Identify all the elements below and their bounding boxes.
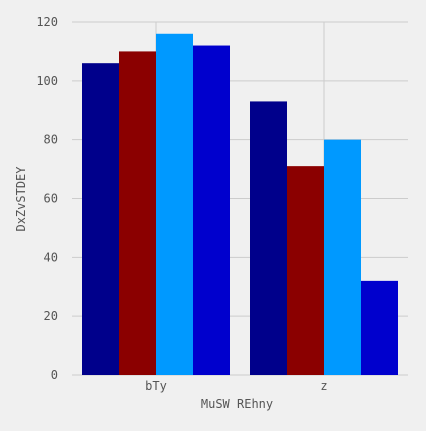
bar-z-series-1: [250, 101, 287, 376]
y-tick-label: 80: [44, 133, 58, 147]
bars: [82, 33, 398, 376]
bar-bTy-series-1: [82, 63, 119, 375]
x-tick-labels: bTy z: [145, 379, 327, 393]
y-axis-label: DxZvSTDEY: [14, 166, 28, 232]
bar-z-series-2: [287, 166, 324, 375]
y-tick-label: 0: [51, 368, 58, 382]
x-tick-label: z: [320, 379, 327, 393]
y-tick-label: 60: [44, 192, 58, 206]
bar-z-series-3: [324, 139, 361, 375]
x-tick-label: bTy: [145, 379, 167, 393]
bar-bTy-series-2: [119, 51, 156, 376]
y-tick-label: 20: [44, 309, 58, 323]
y-tick-labels: 0 20 40 60 80 100 120: [36, 15, 58, 382]
x-axis-label: MuSW REhny: [201, 397, 273, 411]
bar-bTy-series-4: [193, 45, 230, 376]
y-tick-label: 100: [36, 74, 58, 88]
bar-z-series-4: [361, 280, 398, 375]
y-tick-label: 120: [36, 15, 58, 29]
bar-bTy-series-3: [156, 33, 193, 376]
y-tick-label: 40: [44, 250, 58, 264]
